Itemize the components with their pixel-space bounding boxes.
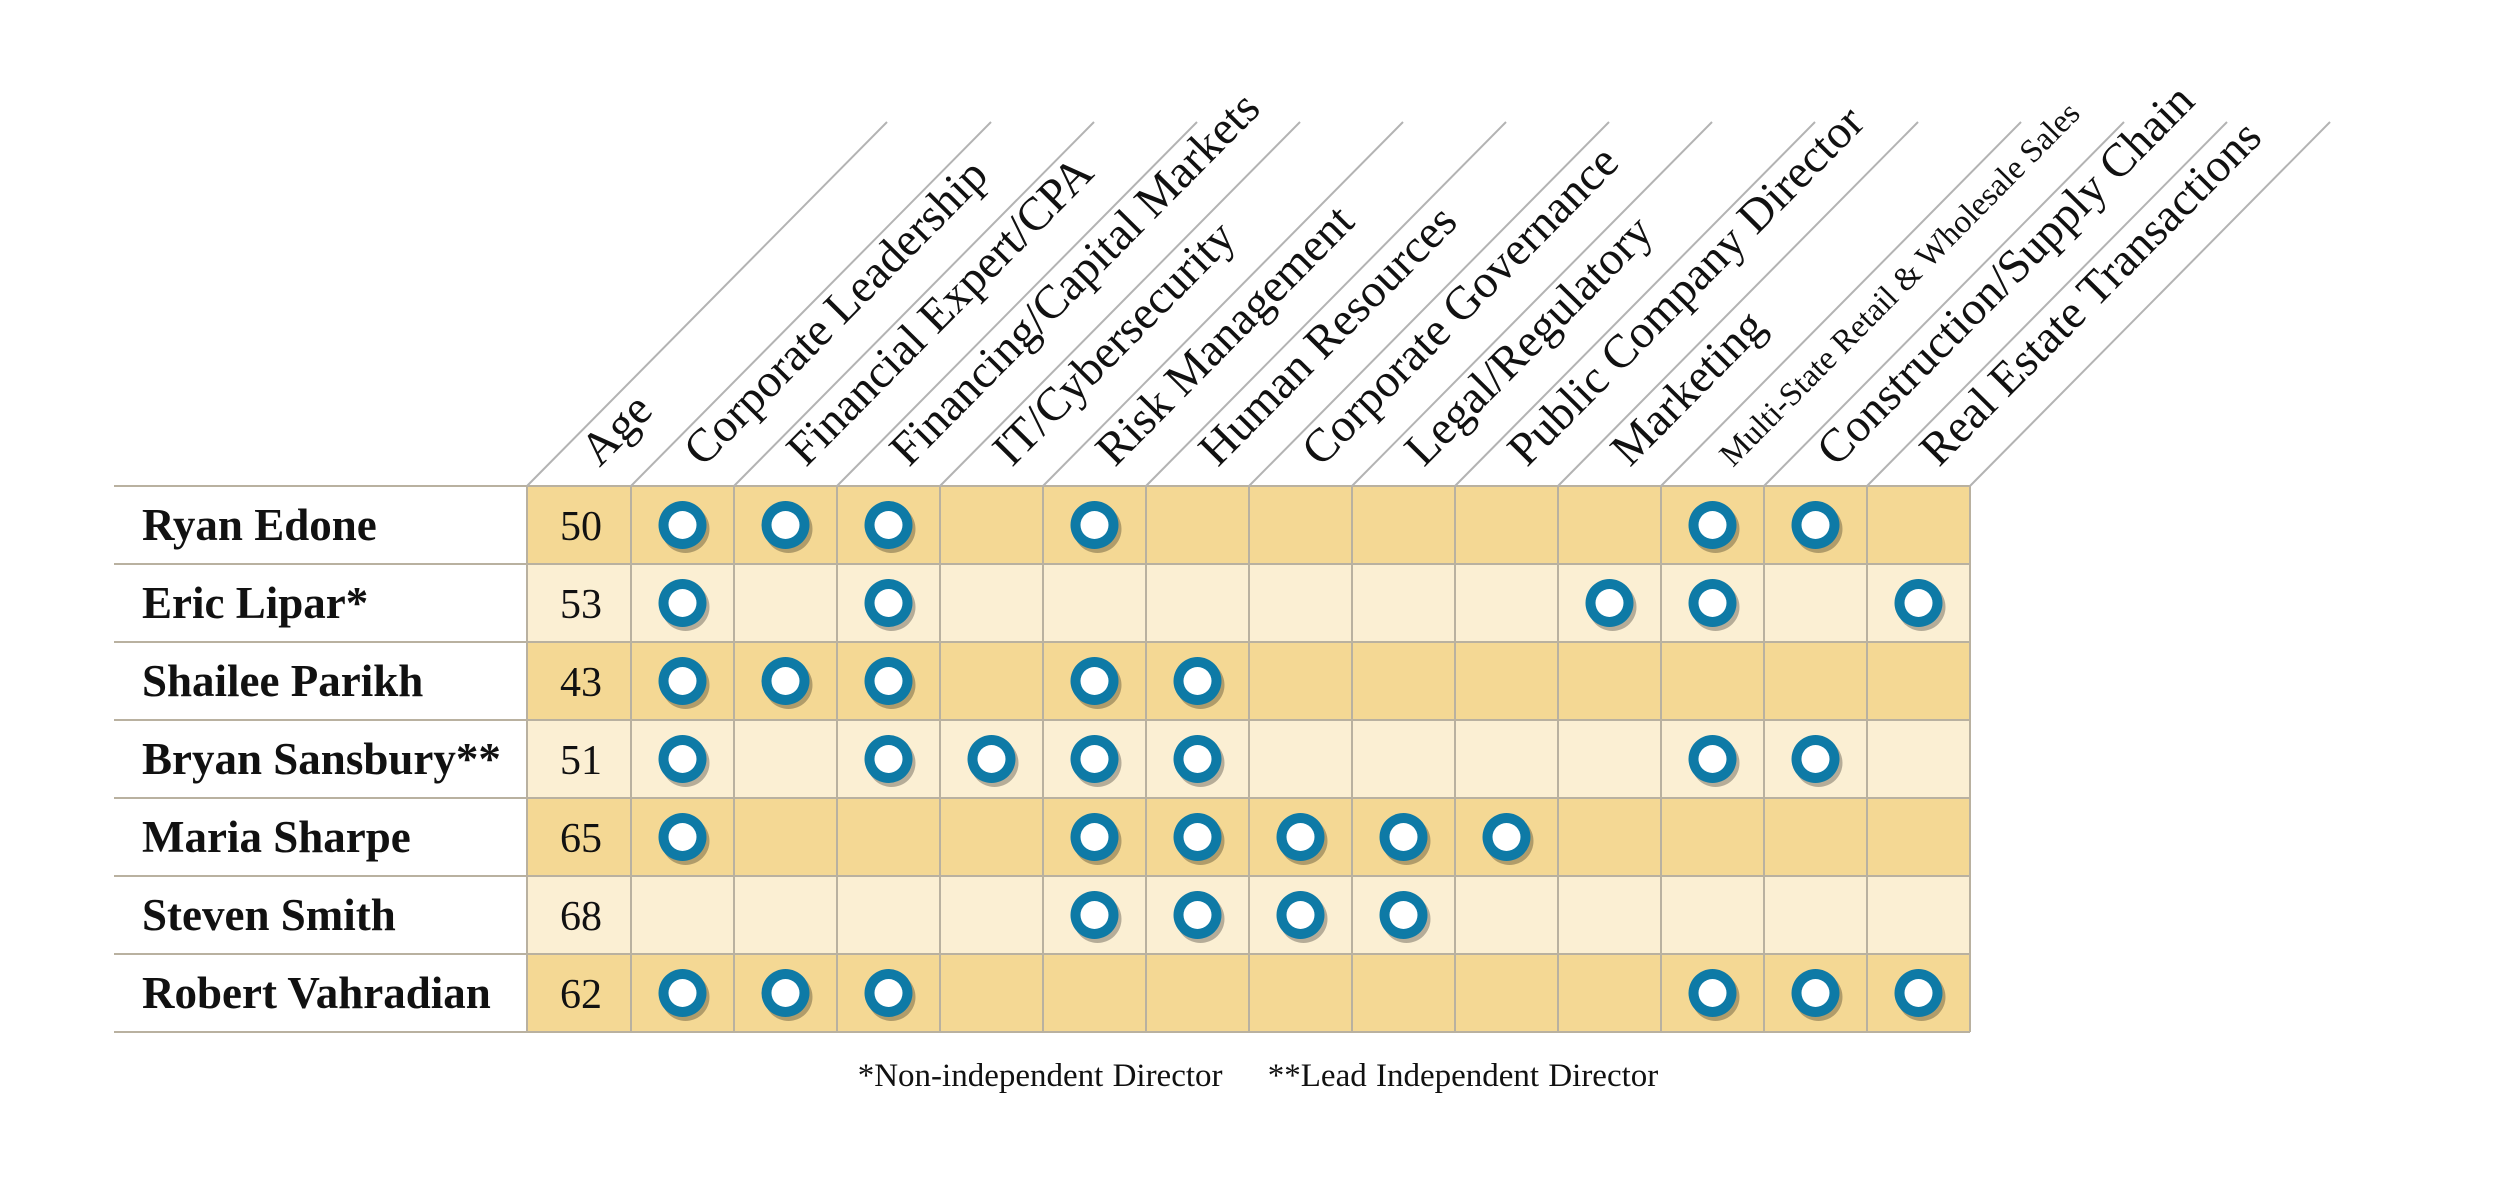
skill-marker-center bbox=[1183, 667, 1212, 695]
skill-marker-center bbox=[1183, 901, 1212, 929]
header-divider bbox=[1660, 121, 2022, 487]
header-divider bbox=[630, 121, 992, 487]
director-name: Ryan Edone bbox=[142, 500, 377, 550]
director-name: Shailee Parikh bbox=[142, 656, 423, 706]
skill-marker-center bbox=[1389, 901, 1418, 929]
skill-marker-center bbox=[1698, 589, 1727, 617]
header-divider bbox=[733, 121, 1095, 487]
skill-marker-center bbox=[668, 823, 697, 851]
skill-marker-center bbox=[771, 667, 800, 695]
skill-marker-center bbox=[1080, 667, 1109, 695]
director-name: Bryan Sansbury** bbox=[142, 734, 501, 784]
skill-marker-center bbox=[874, 745, 903, 773]
header-divider bbox=[1351, 121, 1713, 487]
skill-marker-center bbox=[1492, 823, 1521, 851]
skill-marker-center bbox=[1698, 511, 1727, 539]
skill-marker-center bbox=[1904, 589, 1933, 617]
skill-marker-center bbox=[977, 745, 1006, 773]
header-divider bbox=[939, 121, 1301, 487]
header-divider bbox=[526, 121, 888, 487]
header-divider bbox=[1454, 121, 1816, 487]
skill-marker-center bbox=[1286, 901, 1315, 929]
director-name: Robert Vahradian bbox=[142, 968, 491, 1018]
skill-marker-center bbox=[1595, 589, 1624, 617]
director-age: 50 bbox=[560, 504, 602, 550]
skill-marker-center bbox=[771, 511, 800, 539]
director-name: Maria Sharpe bbox=[142, 812, 411, 862]
skill-marker-center bbox=[668, 667, 697, 695]
header-divider bbox=[1248, 121, 1610, 487]
header-divider bbox=[1145, 121, 1507, 487]
skill-marker-center bbox=[874, 589, 903, 617]
skill-marker-center bbox=[874, 979, 903, 1007]
director-age: 68 bbox=[560, 894, 602, 940]
skill-marker-center bbox=[771, 979, 800, 1007]
skill-marker-center bbox=[668, 979, 697, 1007]
director-name: Steven Smith bbox=[142, 890, 396, 940]
director-name: Eric Lipar* bbox=[142, 578, 368, 628]
skill-marker-center bbox=[1801, 979, 1830, 1007]
skill-marker-center bbox=[1698, 745, 1727, 773]
skill-marker-center bbox=[1801, 745, 1830, 773]
footnote-non-independent: *Non-independent Director bbox=[857, 1058, 1223, 1094]
header-divider bbox=[1866, 121, 2228, 487]
director-age: 51 bbox=[560, 738, 602, 784]
skill-marker-center bbox=[1286, 823, 1315, 851]
skill-marker-center bbox=[1904, 979, 1933, 1007]
skill-marker-center bbox=[668, 589, 697, 617]
skill-marker-center bbox=[1080, 745, 1109, 773]
skill-marker-center bbox=[1183, 823, 1212, 851]
skill-marker-center bbox=[1698, 979, 1727, 1007]
director-age: 53 bbox=[560, 582, 602, 628]
skill-marker-center bbox=[1080, 901, 1109, 929]
skill-marker-center bbox=[668, 745, 697, 773]
skill-marker-center bbox=[1183, 745, 1212, 773]
skill-marker-center bbox=[1080, 823, 1109, 851]
footnotes: *Non-independent Director **Lead Indepen… bbox=[0, 1058, 2516, 1095]
skill-marker-center bbox=[874, 667, 903, 695]
skill-marker-center bbox=[1389, 823, 1418, 851]
header-divider bbox=[836, 121, 1198, 487]
director-age: 62 bbox=[560, 972, 602, 1018]
skill-marker-center bbox=[1080, 511, 1109, 539]
skill-marker-center bbox=[1801, 511, 1830, 539]
footnote-lead-independent: **Lead Independent Director bbox=[1267, 1058, 1659, 1094]
skill-marker-center bbox=[874, 511, 903, 539]
age-header: Age bbox=[570, 383, 662, 475]
header-divider bbox=[1042, 121, 1404, 487]
header-divider bbox=[1557, 121, 1919, 487]
director-age: 43 bbox=[560, 660, 602, 706]
director-age: 65 bbox=[560, 816, 602, 862]
skill-marker-center bbox=[668, 511, 697, 539]
header-divider bbox=[1763, 121, 2125, 487]
header-divider bbox=[1969, 121, 2331, 487]
